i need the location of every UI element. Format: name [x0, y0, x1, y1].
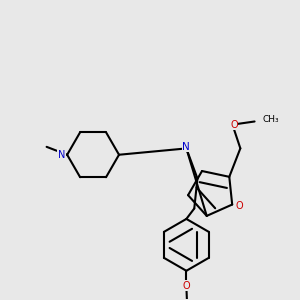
Text: O: O [235, 201, 243, 211]
Text: CH₃: CH₃ [262, 116, 279, 124]
Text: O: O [182, 280, 190, 291]
Text: O: O [230, 120, 238, 130]
Text: N: N [58, 150, 65, 160]
Text: N: N [182, 142, 190, 152]
